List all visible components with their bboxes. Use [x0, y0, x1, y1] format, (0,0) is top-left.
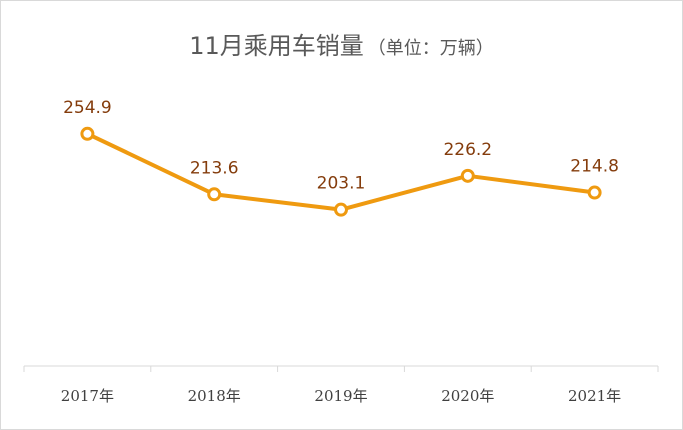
chart-title-main: 11月乘用车销量: [189, 32, 364, 60]
data-label: 254.9: [63, 98, 112, 118]
data-point-marker: [334, 202, 348, 217]
data-point-marker: [587, 185, 602, 200]
data-label: 214.8: [570, 157, 619, 177]
series-line: [85, 131, 597, 212]
x-tick-label: 2020年: [441, 387, 494, 405]
data-point-marker: [460, 168, 475, 183]
x-tick-label: 2018年: [188, 387, 241, 405]
data-point-marker: [207, 187, 222, 202]
x-tick-label: 2019年: [314, 387, 367, 405]
data-label: 213.6: [190, 158, 239, 178]
data-point-marker: [80, 126, 95, 141]
x-tick-label: 2021年: [568, 387, 621, 405]
chart-title: 11月乘用车销量 （单位：万辆）: [0, 26, 683, 61]
x-tick-label: 2017年: [61, 387, 114, 405]
data-label: 203.1: [317, 174, 366, 194]
chart-title-unit: （单位：万辆）: [367, 38, 494, 59]
data-label: 226.2: [443, 140, 492, 160]
